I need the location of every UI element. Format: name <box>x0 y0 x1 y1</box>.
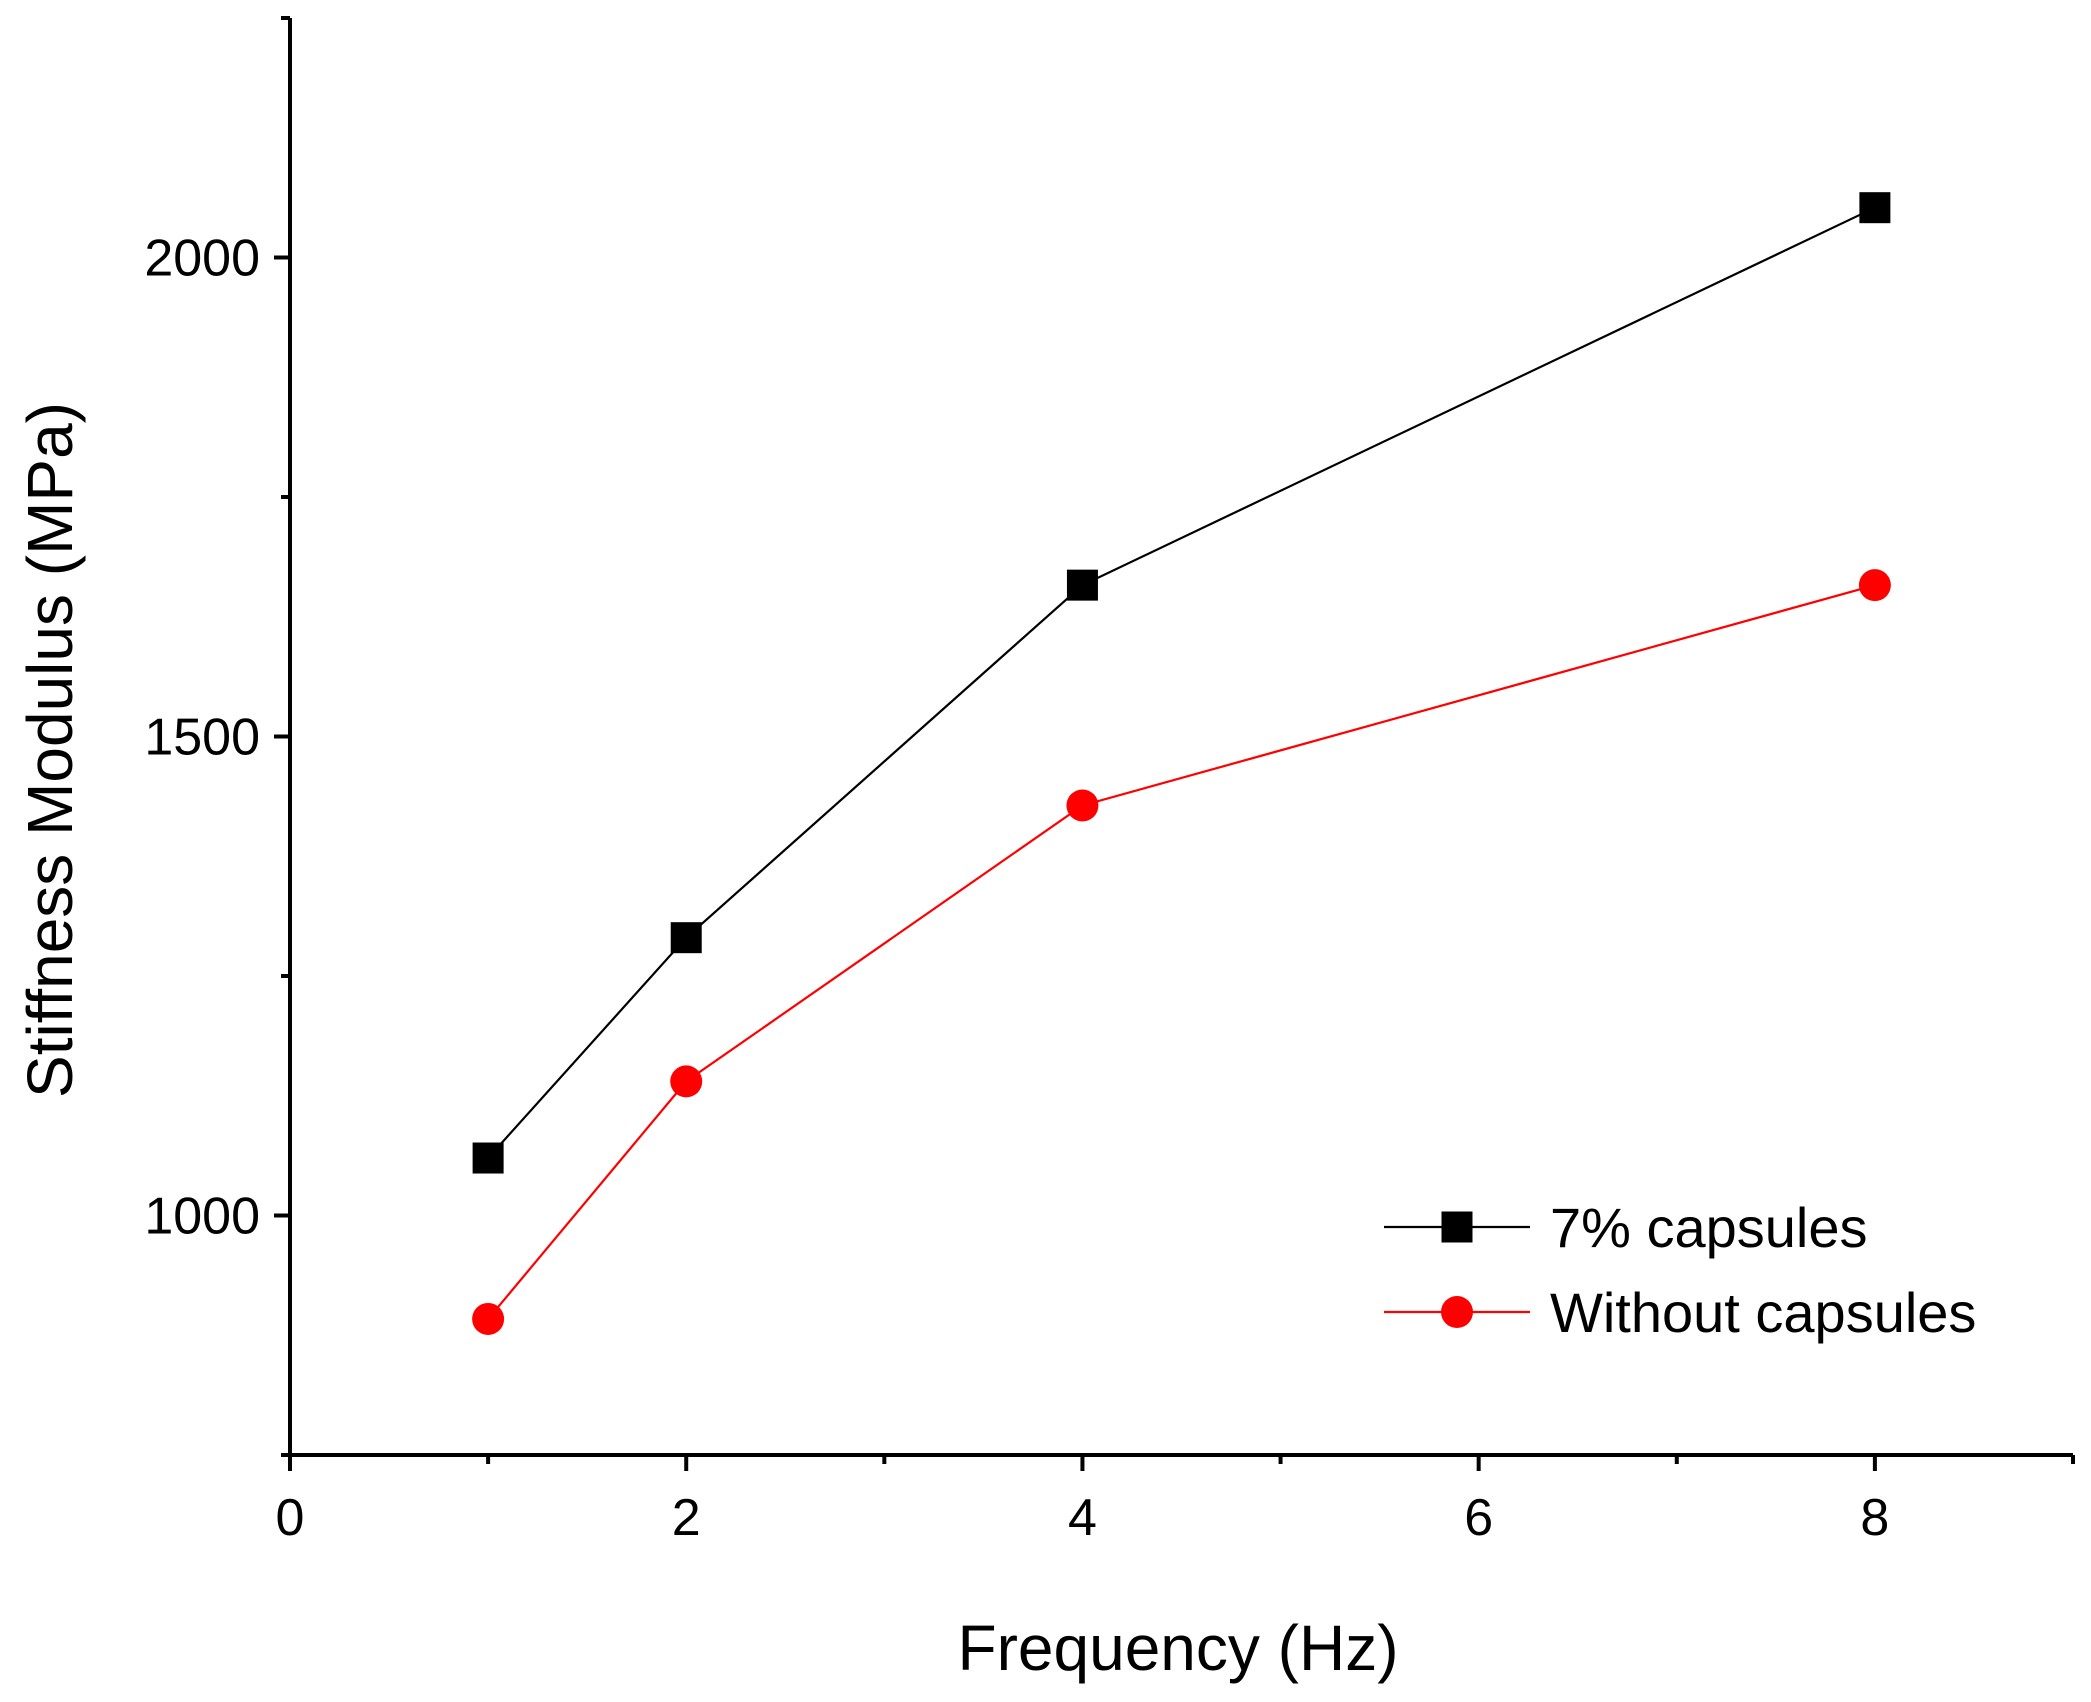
series-group <box>472 192 1891 1335</box>
x-tick-label: 4 <box>1068 1489 1097 1547</box>
x-tick-label: 6 <box>1464 1489 1493 1547</box>
data-point <box>670 1065 703 1098</box>
data-point <box>1066 789 1099 822</box>
x-tick-label: 8 <box>1860 1489 1889 1547</box>
y-axis-title: Stiffness Modulus (MPa) <box>14 402 86 1098</box>
legend-marker <box>1441 1296 1473 1328</box>
y-tick-label: 1000 <box>144 1188 260 1246</box>
series-without-capsules <box>472 569 1891 1335</box>
x-axis-title: Frequency (Hz) <box>958 1612 1399 1684</box>
series-7pct-capsules <box>472 192 1891 1174</box>
legend-marker <box>1441 1211 1473 1243</box>
y-tick-label: 2000 <box>144 230 260 288</box>
axes: 1000 1500 2000 0 2 4 6 8 <box>144 16 2075 1547</box>
legend: 7% capsules Without capsules <box>1384 1196 1976 1344</box>
data-point <box>1066 569 1098 601</box>
data-point <box>670 922 702 954</box>
x-tick-label: 0 <box>276 1489 305 1547</box>
data-point <box>1859 192 1891 224</box>
x-tick-label: 2 <box>672 1489 701 1547</box>
data-point <box>472 1142 504 1174</box>
data-point <box>472 1302 505 1335</box>
y-tick-label: 1500 <box>144 709 260 767</box>
legend-label: 7% capsules <box>1550 1196 1868 1259</box>
legend-label: Without capsules <box>1550 1281 1976 1344</box>
data-point <box>1858 569 1891 602</box>
series-line <box>487 206 1876 1159</box>
series-line <box>487 584 1876 1320</box>
